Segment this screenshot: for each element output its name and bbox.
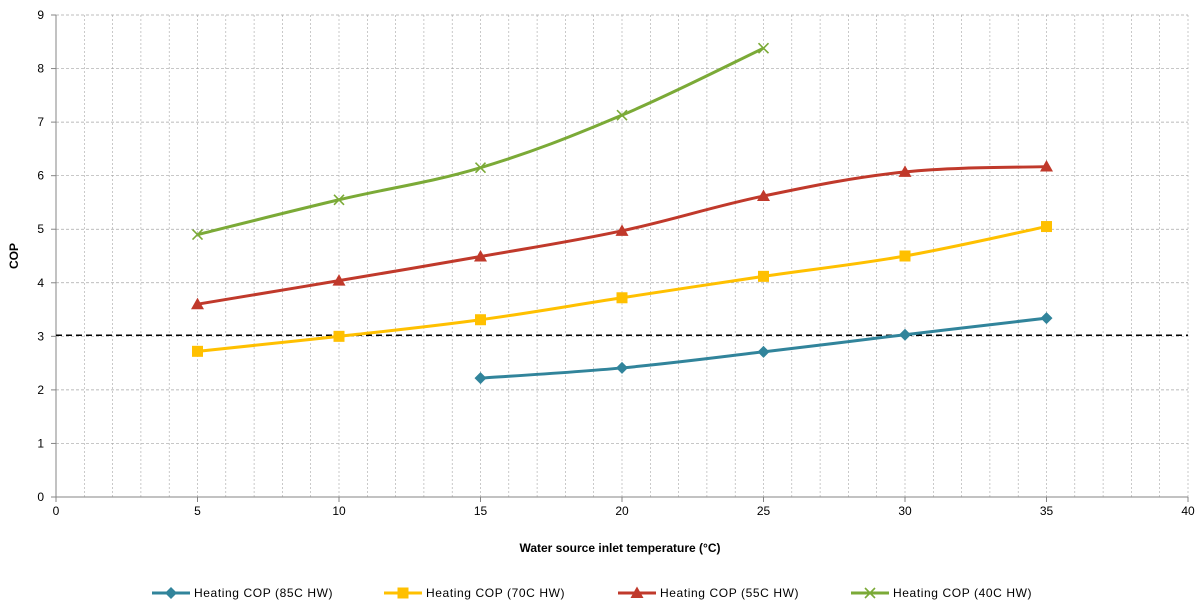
data-point: [474, 162, 487, 174]
legend-label: Heating COP (70C HW): [426, 586, 565, 600]
x-marker-stroke: [333, 194, 345, 206]
legend-swatch-marker: [397, 587, 409, 599]
data-point: [1041, 221, 1052, 233]
x-tick-label: 40: [1181, 504, 1195, 518]
x-tick-label: 10: [332, 504, 346, 518]
data-point: [333, 330, 345, 342]
y-tick-label: 7: [37, 115, 44, 129]
x-tick-label: 15: [474, 504, 488, 518]
legend-label: Heating COP (85C HW): [194, 586, 333, 600]
y-tick-label: 4: [37, 276, 44, 290]
y-tick-label: 1: [37, 436, 44, 450]
x-tick-label: 30: [898, 504, 912, 518]
data-point: [757, 189, 770, 202]
x-marker-stroke: [191, 229, 204, 241]
legend-item-3: Heating COP (40C HW): [851, 586, 1032, 600]
y-tick-label: 9: [37, 8, 44, 22]
legend-label: Heating COP (55C HW): [660, 586, 799, 600]
legend-label: Heating COP (40C HW): [893, 586, 1032, 600]
legend-item-1: Heating COP (70C HW): [384, 586, 565, 600]
y-tick-label: 5: [37, 222, 44, 236]
legend: Heating COP (85C HW) Heating COP (70C HW)…: [152, 586, 1032, 600]
data-point: [1040, 160, 1053, 172]
legend-swatch-marker: [630, 586, 644, 598]
data-point: [899, 250, 911, 262]
data-point: [616, 292, 628, 304]
data-point: [899, 328, 911, 341]
x-tick-label: 0: [53, 504, 60, 518]
data-point: [758, 270, 769, 282]
series-1: [192, 221, 1052, 357]
y-tick-label: 2: [37, 383, 44, 397]
series-layer: [56, 42, 1188, 385]
x-marker-stroke: [474, 162, 487, 174]
axes: [51, 14, 1189, 502]
series-2: [191, 160, 1053, 310]
series-3: [191, 42, 770, 241]
data-point: [757, 42, 770, 54]
x-tick-label: 5: [194, 504, 201, 518]
data-point: [474, 250, 487, 262]
data-point: [474, 372, 487, 385]
data-point: [333, 194, 345, 206]
data-point: [616, 361, 628, 374]
data-point: [757, 345, 770, 358]
y-tick-label: 6: [37, 169, 44, 183]
y-tick-label: 8: [37, 62, 44, 76]
data-point: [192, 345, 203, 357]
grid: [56, 14, 1189, 497]
x-tick-label: 20: [615, 504, 629, 518]
series-0: [474, 312, 1053, 385]
legend-item-0: Heating COP (85C HW): [152, 586, 333, 600]
legend-item-2: Heating COP (55C HW): [618, 586, 799, 600]
legend-swatch-marker: [165, 587, 177, 599]
data-point: [191, 297, 204, 310]
tick-labels: 0 1 2 3 4 5 6 7 8 9 0 5 10 15 20 25 30 35 40: [37, 8, 1195, 518]
x-axis-title: Water source inlet temperature (°C): [519, 541, 720, 555]
data-point: [191, 229, 204, 241]
x-tick-label: 25: [757, 504, 771, 518]
x-tick-label: 35: [1040, 504, 1054, 518]
y-axis-title: COP: [7, 243, 21, 269]
x-marker-stroke: [864, 587, 876, 599]
data-point: [898, 165, 912, 177]
y-tick-label: 0: [37, 490, 44, 504]
x-marker-stroke: [616, 109, 628, 121]
data-point: [475, 314, 486, 326]
data-point: [332, 274, 346, 286]
y-tick-label: 3: [37, 329, 44, 343]
legend-swatch-marker: [864, 587, 876, 599]
data-point: [615, 224, 629, 236]
x-marker-stroke: [757, 42, 770, 54]
data-point: [1040, 312, 1053, 325]
data-point: [616, 109, 628, 121]
